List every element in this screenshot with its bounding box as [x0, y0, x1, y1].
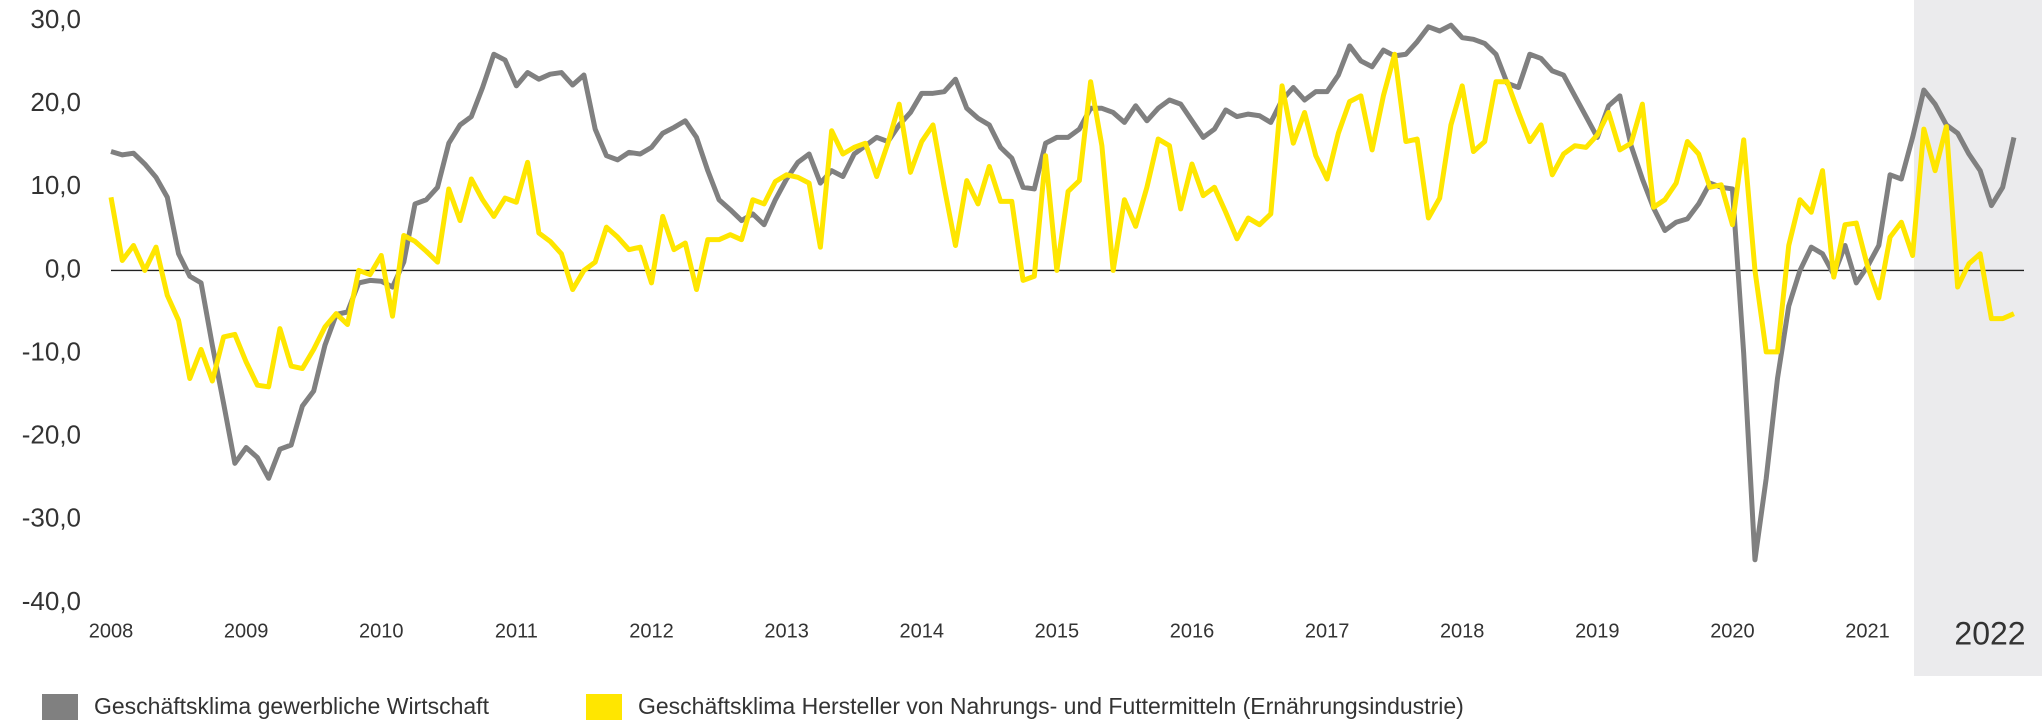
x-tick-label: 2015: [1035, 620, 1080, 642]
legend-swatch: [586, 694, 622, 720]
x-tick-label: 2011: [495, 620, 538, 642]
x-tick-label: 2012: [629, 620, 674, 642]
x-tick-label: 2019: [1575, 620, 1620, 642]
forecast-shade: [1914, 0, 2042, 676]
legend-swatch: [42, 694, 78, 720]
x-tick-label: 2016: [1170, 620, 1215, 642]
y-tick-label: -40,0: [22, 586, 81, 616]
y-tick-label: -20,0: [22, 420, 81, 450]
x-tick-label: 2021: [1845, 620, 1890, 642]
legend-label: Geschäftsklima Hersteller von Nahrungs- …: [638, 693, 1464, 719]
annotation: 2022: [1954, 615, 2025, 651]
y-tick-label: -30,0: [22, 503, 81, 533]
x-tick-label: 2009: [224, 620, 269, 642]
x-tick-label: 2020: [1710, 620, 1755, 642]
series-line: [108, 51, 2015, 390]
legend-label: Geschäftsklima gewerbliche Wirtschaft: [94, 693, 490, 719]
x-tick-label: 2014: [899, 620, 944, 642]
y-tick-label: 10,0: [30, 170, 81, 200]
y-tick-label: 0,0: [45, 253, 81, 283]
y-tick-label: 30,0: [30, 4, 81, 34]
x-tick-label: 2008: [89, 620, 134, 642]
y-tick-label: 20,0: [30, 87, 81, 117]
series-line: [110, 22, 2017, 563]
x-tick-label: 2013: [764, 620, 809, 642]
y-tick-label: -10,0: [22, 336, 81, 366]
x-tick-label: 2018: [1440, 620, 1485, 642]
x-tick-label: 2017: [1305, 620, 1350, 642]
x-tick-label: 2010: [359, 620, 404, 642]
